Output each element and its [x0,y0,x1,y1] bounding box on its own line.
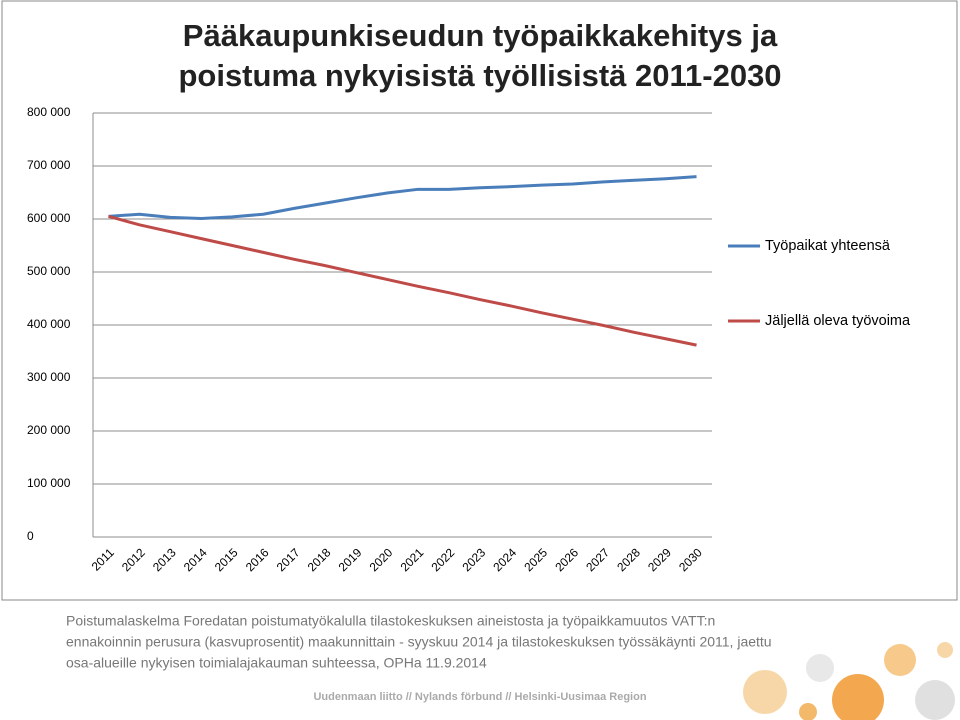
y-tick-label: 0 [27,529,34,543]
note: ennakoinnin perusura (kasvuprosentit) ma… [66,634,772,650]
note: Poistumalaskelma Foredatan poistumatyöka… [66,613,715,629]
y-tick-label: 400 000 [27,317,71,331]
chart-title: Pääkaupunkiseudun työpaikkakehitys ja [183,18,778,53]
y-tick-label: 300 000 [27,370,71,384]
y-tick-label: 600 000 [27,211,71,225]
y-tick-label: 700 000 [27,158,71,172]
y-tick-label: 500 000 [27,264,71,278]
note: osa-alueille nykyisen toimialajakauman s… [66,655,487,671]
legend-label: Jäljellä oleva työvoima [765,313,911,329]
chart-title: poistuma nykyisistä työllisistä 2011-203… [178,58,781,93]
decor [743,642,955,720]
y-tick-label: 800 000 [27,105,71,119]
legend-label: Työpaikat yhteensä [765,238,891,254]
footer: Uudenmaan liitto // Nylands förbund // H… [313,691,646,703]
y-tick-label: 200 000 [27,423,71,437]
y-tick-label: 100 000 [27,476,71,490]
series-line [108,175,697,220]
series-line [108,214,697,347]
